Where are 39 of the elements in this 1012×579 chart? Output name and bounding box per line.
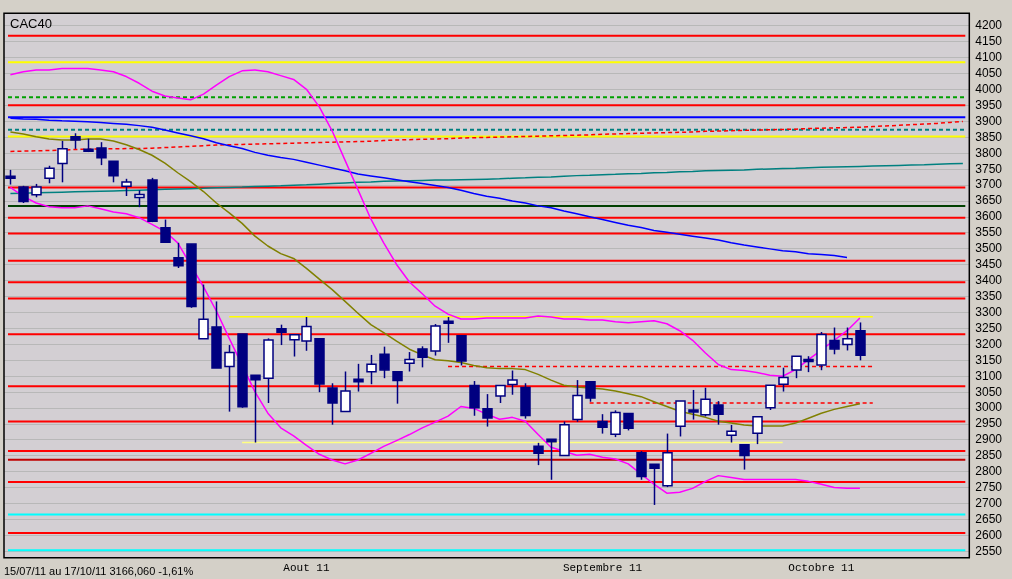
y-tick-label: 4150 [975, 34, 1003, 49]
y-tick-label: 3200 [975, 336, 1003, 351]
y-tick-label: 2650 [975, 511, 1003, 526]
y-tick-label: 3900 [975, 113, 1003, 128]
y-tick-label: 2750 [975, 480, 1003, 495]
y-tick-label: 2950 [975, 416, 1003, 431]
y-tick-label: 3850 [975, 129, 1003, 144]
chart-title: CAC40 [10, 16, 52, 32]
y-tick-label: 4100 [975, 50, 1003, 65]
y-tick-label: 3550 [975, 225, 1003, 240]
y-tick-label: 3400 [975, 273, 1003, 288]
y-tick-label: 2550 [975, 543, 1003, 558]
y-tick-label: 3800 [975, 145, 1003, 160]
y-tick-label: 2700 [975, 495, 1003, 510]
y-tick-label: 2850 [975, 448, 1003, 463]
y-tick-label: 3750 [975, 161, 1003, 176]
y-tick-label: 3000 [975, 400, 1003, 415]
y-tick-label: 2800 [975, 464, 1003, 479]
y-tick-label: 3650 [975, 193, 1003, 208]
y-tick-label: 3250 [975, 320, 1003, 335]
y-tick-label: 3450 [975, 257, 1003, 272]
x-tick-label: Septembre 11 [562, 562, 643, 575]
y-tick-label: 3700 [975, 177, 1003, 192]
y-tick-label: 3050 [975, 384, 1003, 399]
y-tick-label: 3600 [975, 209, 1003, 224]
y-tick-label: 3950 [975, 97, 1003, 112]
y-tick-label: 3300 [975, 304, 1003, 319]
text: 15/07/11 au 17/10/11 3166,060 -1,61% [4, 565, 194, 577]
y-tick-label: 4200 [975, 18, 1003, 33]
y-tick-label: 3100 [975, 368, 1003, 383]
y-tick-label: 4050 [975, 66, 1003, 81]
y-tick-label: 3500 [975, 241, 1003, 256]
y-tick-label: 2600 [975, 527, 1003, 542]
y-tick-label: 2900 [975, 432, 1003, 447]
y-tick-label: 3350 [975, 288, 1003, 303]
x-tick-label: Aout 11 [283, 562, 330, 575]
y-tick-label: 4000 [975, 81, 1003, 96]
x-tick-label: Octobre 11 [788, 562, 855, 575]
y-tick-label: 3150 [975, 352, 1003, 367]
